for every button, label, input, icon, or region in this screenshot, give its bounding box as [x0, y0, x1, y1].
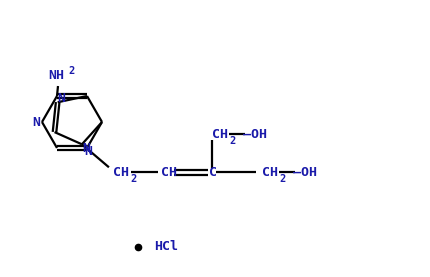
Text: NH: NH	[48, 68, 64, 81]
Text: —OH: —OH	[243, 128, 266, 141]
Text: HCl: HCl	[154, 240, 178, 253]
Text: CH: CH	[113, 166, 129, 179]
Text: 2: 2	[68, 66, 74, 76]
Text: CH: CH	[160, 166, 177, 179]
Text: CH: CH	[261, 166, 277, 179]
Text: C: C	[209, 166, 216, 179]
Text: N: N	[58, 92, 65, 105]
Text: CH: CH	[212, 128, 227, 141]
Text: 2: 2	[130, 174, 137, 184]
Text: —OH: —OH	[292, 166, 316, 179]
Text: N: N	[84, 145, 92, 158]
Text: 2: 2	[279, 174, 286, 184]
Text: 2: 2	[229, 136, 236, 146]
Text: N: N	[82, 142, 90, 155]
Text: N: N	[32, 116, 40, 129]
